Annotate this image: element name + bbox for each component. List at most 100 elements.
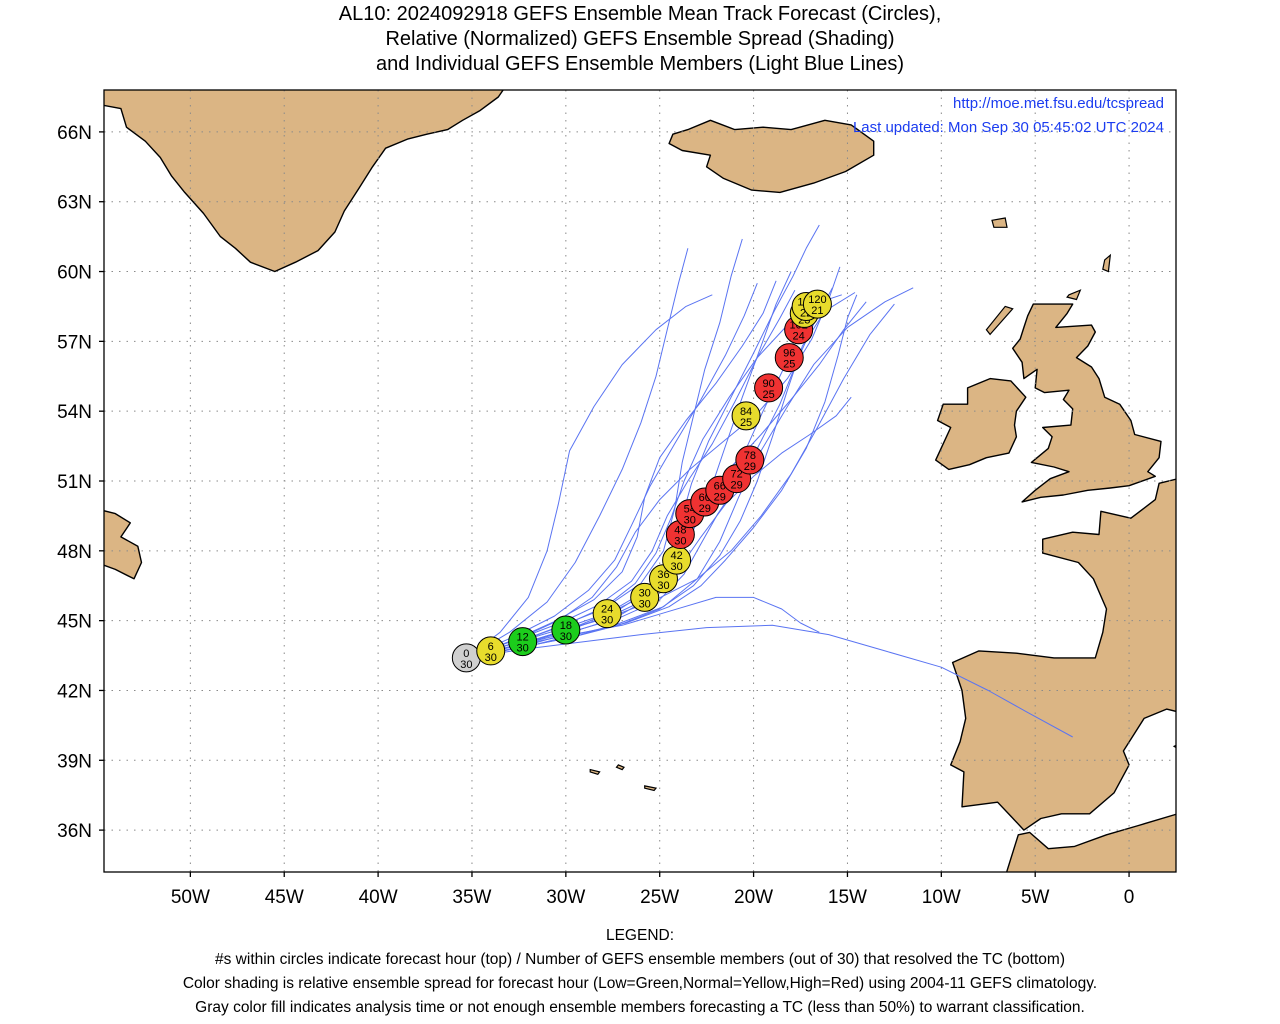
forecast-hour-label: 84: [740, 406, 752, 418]
lon-tick-label: 10W: [922, 887, 961, 908]
member-count-label: 30: [657, 580, 669, 592]
forecast-circle-fill: [731, 401, 761, 431]
member-count-label: 30: [485, 652, 497, 664]
forecast-hour-label: 12: [517, 632, 529, 644]
member-count-label: 30: [601, 615, 613, 627]
member-count-label: 30: [560, 631, 572, 643]
island-shetland: [1102, 253, 1112, 273]
credit-url[interactable]: http://moe.met.fsu.edu/tcspread: [953, 95, 1164, 112]
island-azores-3: [644, 785, 658, 792]
lon-tick-label: 50W: [171, 887, 210, 908]
lon-tick-label: 15W: [828, 887, 867, 908]
member-count-label: 25: [740, 417, 752, 429]
member-count-label: 29: [714, 491, 726, 503]
title-line-2: Relative (Normalized) GEFS Ensemble Spre…: [385, 28, 895, 50]
forecast-hour-label: 42: [670, 550, 682, 562]
island-azores-2: [615, 764, 625, 771]
lat-tick-label: 45N: [57, 612, 92, 633]
ensemble-member-track: [466, 224, 820, 659]
forecast-hour-label: 48: [674, 525, 686, 537]
forecast-hour-label: 30: [639, 587, 651, 599]
mean-track-circles: 0306301230183024303030363042304830543060…: [451, 289, 832, 673]
lat-tick-label: 39N: [57, 751, 92, 772]
map-area: 0306301230183024303030363042304830543060…: [104, 90, 1176, 872]
forecast-circle[interactable]: 630: [476, 636, 506, 666]
member-count-label: 30: [670, 561, 682, 573]
credit-updated: Last updated: Mon Sep 30 05:45:02 UTC 20…: [853, 119, 1164, 136]
lat-tick-label: 57N: [57, 332, 92, 353]
forecast-circle-fill: [735, 445, 765, 475]
ensemble-member-track: [466, 248, 689, 659]
member-count-label: 29: [699, 503, 711, 515]
member-count-label: 24: [793, 331, 805, 343]
legend-line-2: Color shading is relative ensemble sprea…: [182, 975, 1098, 992]
forecast-circle-fill: [754, 373, 784, 403]
forecast-hour-label: 120: [808, 294, 826, 306]
forecast-circle-fill: [630, 582, 660, 612]
forecast-hour-label: 24: [601, 604, 613, 616]
lat-tick-label: 51N: [57, 472, 92, 493]
member-count-label: 30: [684, 515, 696, 527]
forecast-hour-label: 96: [783, 348, 795, 360]
lat-tick-label: 60N: [57, 263, 92, 284]
forecast-hour-label: 72: [731, 469, 743, 481]
forecast-hour-label: 0: [463, 648, 469, 660]
land-newfoundland: [104, 510, 143, 580]
forecast-circle-fill: [774, 343, 804, 373]
title-line-1: AL10: 2024092918 GEFS Ensemble Mean Trac…: [338, 3, 942, 25]
land-africa: [1005, 813, 1176, 872]
member-count-label: 30: [639, 598, 651, 610]
legend-line-3: Gray color fill indicates analysis time …: [195, 999, 1085, 1016]
member-count-label: 30: [517, 643, 529, 655]
legend-line-1: #s within circles indicate forecast hour…: [215, 951, 1065, 968]
lat-tick-label: 54N: [57, 402, 92, 423]
forecast-hour-label: 66: [714, 480, 726, 492]
ensemble-member-track: [466, 283, 758, 659]
lat-tick-label: 48N: [57, 542, 92, 563]
member-count-label: 30: [674, 536, 686, 548]
member-count-label: 25: [783, 359, 795, 371]
forecast-circle-fill: [592, 599, 622, 629]
lat-tick-label: 36N: [57, 821, 92, 842]
title-line-3: and Individual GEFS Ensemble Members (Li…: [375, 53, 905, 75]
lon-tick-label: 30W: [546, 887, 585, 908]
legend-heading: LEGEND:: [605, 927, 675, 944]
member-count-label: 29: [731, 480, 743, 492]
ensemble-member-track: [466, 624, 1073, 738]
forecast-hour-label: 36: [657, 569, 669, 581]
forecast-hour-label: 18: [560, 620, 572, 632]
island-azores-1: [589, 768, 601, 776]
landmasses: [104, 90, 1176, 872]
lon-tick-label: 40W: [359, 887, 398, 908]
ensemble-member-track: [465, 294, 713, 659]
lon-tick-label: 20W: [734, 887, 773, 908]
land-iceland: [668, 119, 875, 194]
island-faroe: [991, 217, 1008, 228]
land-greenland: [104, 90, 504, 273]
forecast-circle-fill: [508, 627, 538, 657]
lat-tick-label: 63N: [57, 193, 92, 214]
lon-tick-label: 45W: [265, 887, 304, 908]
island-orkney: [1066, 289, 1082, 301]
member-count-label: 25: [762, 389, 774, 401]
member-count-label: 21: [811, 305, 823, 317]
lat-tick-label: 42N: [57, 681, 92, 702]
forecast-hour-label: 6: [488, 641, 494, 653]
lat-tick-label: 66N: [57, 123, 92, 144]
lon-tick-label: 5W: [1021, 887, 1050, 908]
island-hebrides: [985, 305, 1014, 336]
forecast-circle[interactable]: 030: [451, 643, 481, 673]
island-mallorca: [1172, 744, 1176, 749]
